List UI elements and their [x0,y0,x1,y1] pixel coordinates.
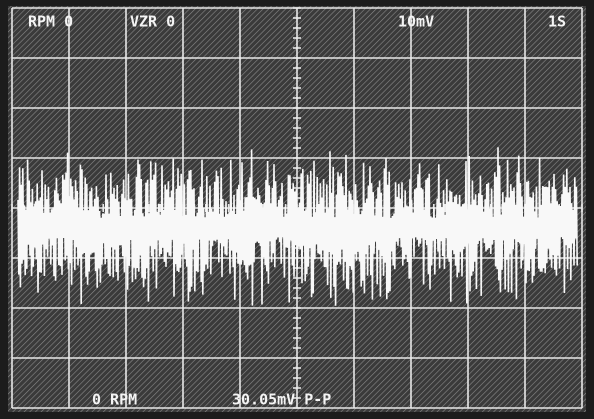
vzr-label: VZR 0 [130,13,175,31]
scale-label: 10mV [398,13,434,31]
channel-label: RPM 0 [28,13,73,31]
rpm-readout: 0 RPM [92,391,137,409]
waveform [17,147,578,306]
noise-trace [17,147,578,306]
time-label: 1S [548,13,566,31]
measurement-readout: 30.05mV P-P [232,391,331,409]
